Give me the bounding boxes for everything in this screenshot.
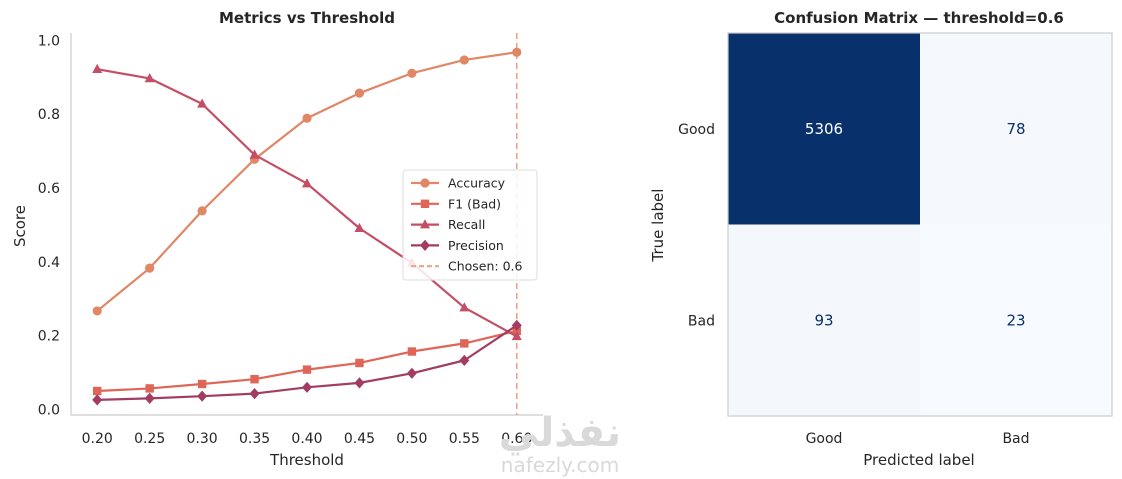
f1-bad-point: [355, 358, 364, 368]
matrix-cell: [728, 33, 920, 225]
precision-point: [406, 367, 417, 379]
accuracy-point: [145, 263, 155, 273]
true-label-axis-title: True label: [649, 189, 667, 263]
f1-bad-point: [145, 384, 154, 393]
legend-entry: Accuracy: [411, 176, 506, 191]
watermark: نفذلي nafezly.com: [499, 410, 621, 477]
predicted-tick-labels: Good Bad: [806, 431, 1030, 447]
x-tick-label: 0.30: [187, 431, 218, 447]
x-tick-label: 0.55: [449, 431, 480, 447]
recall-point: [144, 72, 155, 83]
f1-bad-point: [93, 386, 102, 396]
legend-entry: Precision: [411, 238, 504, 253]
y-tick-label: 0.4: [38, 255, 60, 271]
legend-label: Precision: [448, 238, 504, 253]
matrix-cell-value: 23: [1006, 311, 1025, 329]
precision-point: [511, 319, 522, 331]
legend-swatch-marker: [420, 178, 430, 188]
f1-bad-point: [407, 347, 417, 356]
true-tick-label: Bad: [688, 313, 715, 329]
predicted-tick-label: Good: [806, 431, 843, 447]
watermark-arabic: نفذلي: [499, 410, 621, 456]
precision-point: [249, 387, 260, 400]
accuracy-point: [302, 113, 312, 123]
matrix-cell-value: 93: [814, 311, 833, 329]
legend-entry: Chosen: 0.6: [411, 259, 523, 274]
legend-label: F1 (Bad): [448, 196, 501, 211]
predicted-tick-label: Bad: [1002, 431, 1029, 447]
y-tick-labels: 0.0 0.2 0.4 0.6 0.8 1.0: [38, 33, 60, 418]
recall-point: [459, 302, 470, 312]
y-tick-label: 0.0: [38, 402, 60, 418]
metrics-line-chart: Metrics vs Threshold 0.00.20.40.60.81.0 …: [11, 9, 543, 469]
legend: Accuracy F1 (Bad) Recall Precision Chosen: 0…: [402, 169, 538, 281]
precision-point: [144, 392, 155, 404]
x-tick-label: 0.25: [134, 431, 165, 447]
confusion-matrix-frame: [727, 32, 1113, 417]
series-layer: [92, 47, 522, 406]
line-chart-title: Metrics vs Threshold: [219, 9, 395, 27]
x-tick-labels: 0.20 0.25 0.30 0.35 0.40 0.45 0.50 0.55 0.60: [82, 431, 533, 447]
x-tick-label: 0.50: [396, 431, 427, 447]
legend-label: Chosen: 0.6: [448, 259, 523, 274]
matrix-cell: [920, 33, 1112, 225]
f1-bad-point: [197, 379, 207, 389]
legend-box: [402, 169, 538, 281]
x-tick-label: 0.35: [239, 431, 270, 447]
recall-point: [249, 149, 260, 159]
precision-point: [197, 390, 208, 402]
recall-point: [197, 98, 208, 108]
x-tick-label: 0.20: [82, 431, 113, 447]
x-tick-label: 0.40: [291, 431, 322, 447]
legend-entry: Recall: [411, 217, 485, 232]
legend-entry: F1 (Bad): [411, 196, 501, 211]
matrix-cell: [920, 224, 1112, 416]
predicted-label-axis-title: Predicted label: [863, 451, 974, 469]
legend-swatch-marker: [420, 199, 430, 208]
accuracy-point: [512, 47, 522, 57]
watermark-latin: nafezly.com: [501, 453, 619, 477]
accuracy-point: [459, 55, 469, 65]
matrix-cell-value: 5306: [805, 120, 843, 138]
accuracy-point: [354, 88, 365, 98]
x-tick-label: 0.45: [344, 431, 375, 447]
precision-series: [92, 319, 522, 406]
accuracy-point: [92, 306, 102, 316]
f1-bad-point: [250, 374, 259, 384]
precision-point: [302, 381, 312, 393]
y-tick-label: 0.2: [38, 329, 60, 345]
x-axis-label: Threshold: [269, 451, 344, 469]
confusion-matrix-cells: 5306 78 93 23: [728, 33, 1112, 416]
accuracy-point: [407, 68, 417, 78]
legend-label: Accuracy: [448, 176, 506, 191]
f1-bad-point: [302, 365, 312, 374]
legend-swatch-marker: [420, 239, 430, 251]
y-axis-label: Score: [11, 205, 29, 247]
recall-series: [92, 63, 522, 341]
true-tick-label: Good: [678, 122, 715, 138]
accuracy-point: [197, 206, 207, 216]
precision-point: [354, 377, 365, 389]
y-tick-label: 0.6: [38, 181, 60, 197]
recall-point: [302, 178, 312, 188]
f1-bad-point: [460, 339, 469, 348]
confusion-matrix-title: Confusion Matrix — threshold=0.6: [774, 9, 1064, 27]
y-tick-label: 1.0: [38, 33, 60, 49]
y-tick-label: 0.8: [38, 107, 60, 123]
precision-point: [459, 354, 470, 366]
matrix-cell: [728, 224, 920, 416]
matrix-cell-value: 78: [1006, 120, 1025, 138]
recall-point: [354, 222, 365, 233]
legend-label: Recall: [448, 217, 485, 232]
legend-entries: Accuracy F1 (Bad) Recall Precision Chosen: 0…: [411, 176, 523, 274]
legend-swatch-marker: [420, 219, 430, 229]
true-tick-labels: Good Bad: [678, 122, 715, 330]
x-tick-label: 0.60: [501, 431, 532, 447]
recall-point: [92, 63, 103, 73]
precision-point: [92, 394, 103, 406]
confusion-matrix-chart: Confusion Matrix — threshold=0.6 5306 78 9…: [649, 9, 1113, 469]
recall-point: [511, 330, 522, 341]
